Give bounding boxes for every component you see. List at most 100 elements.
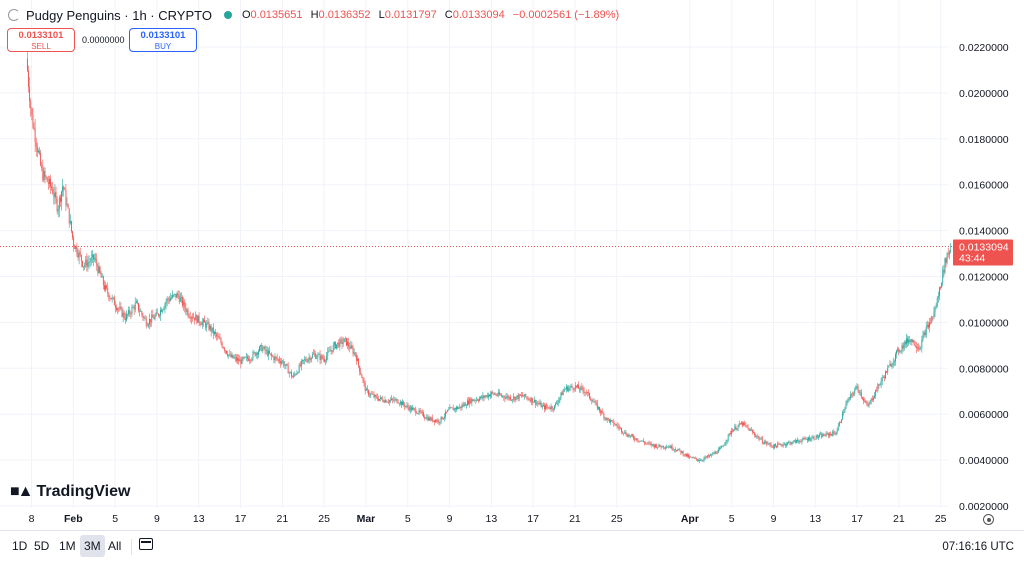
chart-grid <box>0 0 948 508</box>
range-1d-button[interactable]: 1D <box>12 539 28 553</box>
candle-body <box>904 341 906 345</box>
candle-body <box>438 420 440 423</box>
candle-body <box>302 359 303 362</box>
candle-body <box>798 440 800 442</box>
logo-text: TradingView <box>36 483 131 500</box>
candle-body <box>406 405 408 407</box>
candle-body <box>676 450 677 451</box>
candle-body <box>866 403 868 404</box>
candle-body <box>421 411 423 413</box>
candle-body <box>531 398 533 403</box>
range-3m-button[interactable]: 3M <box>80 535 105 557</box>
candle-body <box>73 237 75 246</box>
candle-body <box>336 344 338 349</box>
candle-body <box>790 442 792 445</box>
candle-body <box>116 307 117 310</box>
candle-body <box>340 339 342 341</box>
candle-body <box>590 398 592 401</box>
candle-body <box>392 398 394 400</box>
candle-body <box>258 351 259 355</box>
candle-body <box>734 426 736 430</box>
candle-body <box>454 408 456 410</box>
candle-body <box>101 276 103 278</box>
candle-body <box>688 454 690 458</box>
candle-body <box>768 443 770 444</box>
candle-body <box>259 346 261 352</box>
range-all-button[interactable]: All <box>108 539 122 553</box>
candle-body <box>506 395 508 398</box>
candle-body <box>306 360 308 362</box>
candle-body <box>138 303 139 311</box>
candle-body <box>178 295 180 302</box>
candle-body <box>227 353 229 356</box>
candle-body <box>262 348 264 351</box>
candle-body <box>169 298 171 301</box>
candle-body <box>890 363 892 367</box>
candle-body <box>702 460 704 461</box>
candle-body <box>396 399 398 403</box>
candle-body <box>629 435 631 437</box>
market-status-icon[interactable] <box>223 11 232 19</box>
candle-body <box>706 455 708 458</box>
candle-body <box>322 358 324 360</box>
candle-body <box>797 439 798 442</box>
candle-body <box>429 417 431 421</box>
buy-button[interactable]: 0.0133101 BUY <box>129 28 197 52</box>
candle-body <box>859 392 861 394</box>
candle-body <box>154 315 156 320</box>
candle-body <box>726 439 728 443</box>
candle-body <box>492 392 494 394</box>
candle-body <box>640 440 642 442</box>
sell-button[interactable]: 0.0133101 SELL <box>7 28 75 52</box>
candle-body <box>425 417 427 419</box>
candle-body <box>819 434 820 437</box>
candle-body <box>260 344 262 347</box>
candle-body <box>854 390 856 394</box>
candle-body <box>948 251 950 255</box>
candle-body <box>713 453 715 454</box>
candle-body <box>39 151 40 153</box>
price-chart[interactable]: 0.0220000 0.0200000 0.0180000 0.0160000 0.01… <box>0 0 1024 530</box>
candle-body <box>794 440 796 443</box>
candle-body <box>739 423 741 425</box>
candle-body <box>868 404 870 406</box>
candle-body <box>766 441 768 444</box>
candle-body <box>183 301 185 306</box>
clock-time[interactable]: 07:16:16 UTC <box>942 541 1014 553</box>
tradingview-logo[interactable]: ■▲ TradingView <box>10 483 130 501</box>
candle-body <box>362 378 364 380</box>
candle-body <box>810 439 812 441</box>
candle-body <box>600 410 602 413</box>
candle-body <box>881 377 883 382</box>
candle-body <box>581 386 583 388</box>
candle-body <box>534 399 536 402</box>
candle-body <box>813 436 815 440</box>
candle-body <box>666 447 668 449</box>
candle-body <box>861 396 863 399</box>
candle-body <box>307 359 309 362</box>
range-5d-button[interactable]: 5D <box>34 539 50 553</box>
candle-body <box>273 356 275 361</box>
calendar-icon[interactable] <box>139 538 153 550</box>
candle-body <box>189 317 191 319</box>
candle-body <box>216 333 218 337</box>
candle-body <box>599 407 600 411</box>
candle-body <box>174 293 176 295</box>
candle-body <box>922 335 924 340</box>
candle-body <box>716 452 718 454</box>
candle-body <box>831 434 833 436</box>
range-1m-button[interactable]: 1M <box>59 539 76 553</box>
candle-body <box>99 266 101 273</box>
candle-body <box>382 398 384 402</box>
candle-body <box>401 401 402 406</box>
candle-body <box>940 287 941 288</box>
candle-body <box>417 413 419 414</box>
candle-body <box>347 342 349 346</box>
candle-body <box>564 389 566 390</box>
candle-body <box>874 395 875 398</box>
symbol-title[interactable]: Pudgy Penguins · 1h · CRYPTO <box>26 7 212 23</box>
candle-body <box>373 394 375 398</box>
candle-body <box>404 404 406 407</box>
settings-icon[interactable] <box>983 514 994 525</box>
candle-body <box>558 399 560 403</box>
